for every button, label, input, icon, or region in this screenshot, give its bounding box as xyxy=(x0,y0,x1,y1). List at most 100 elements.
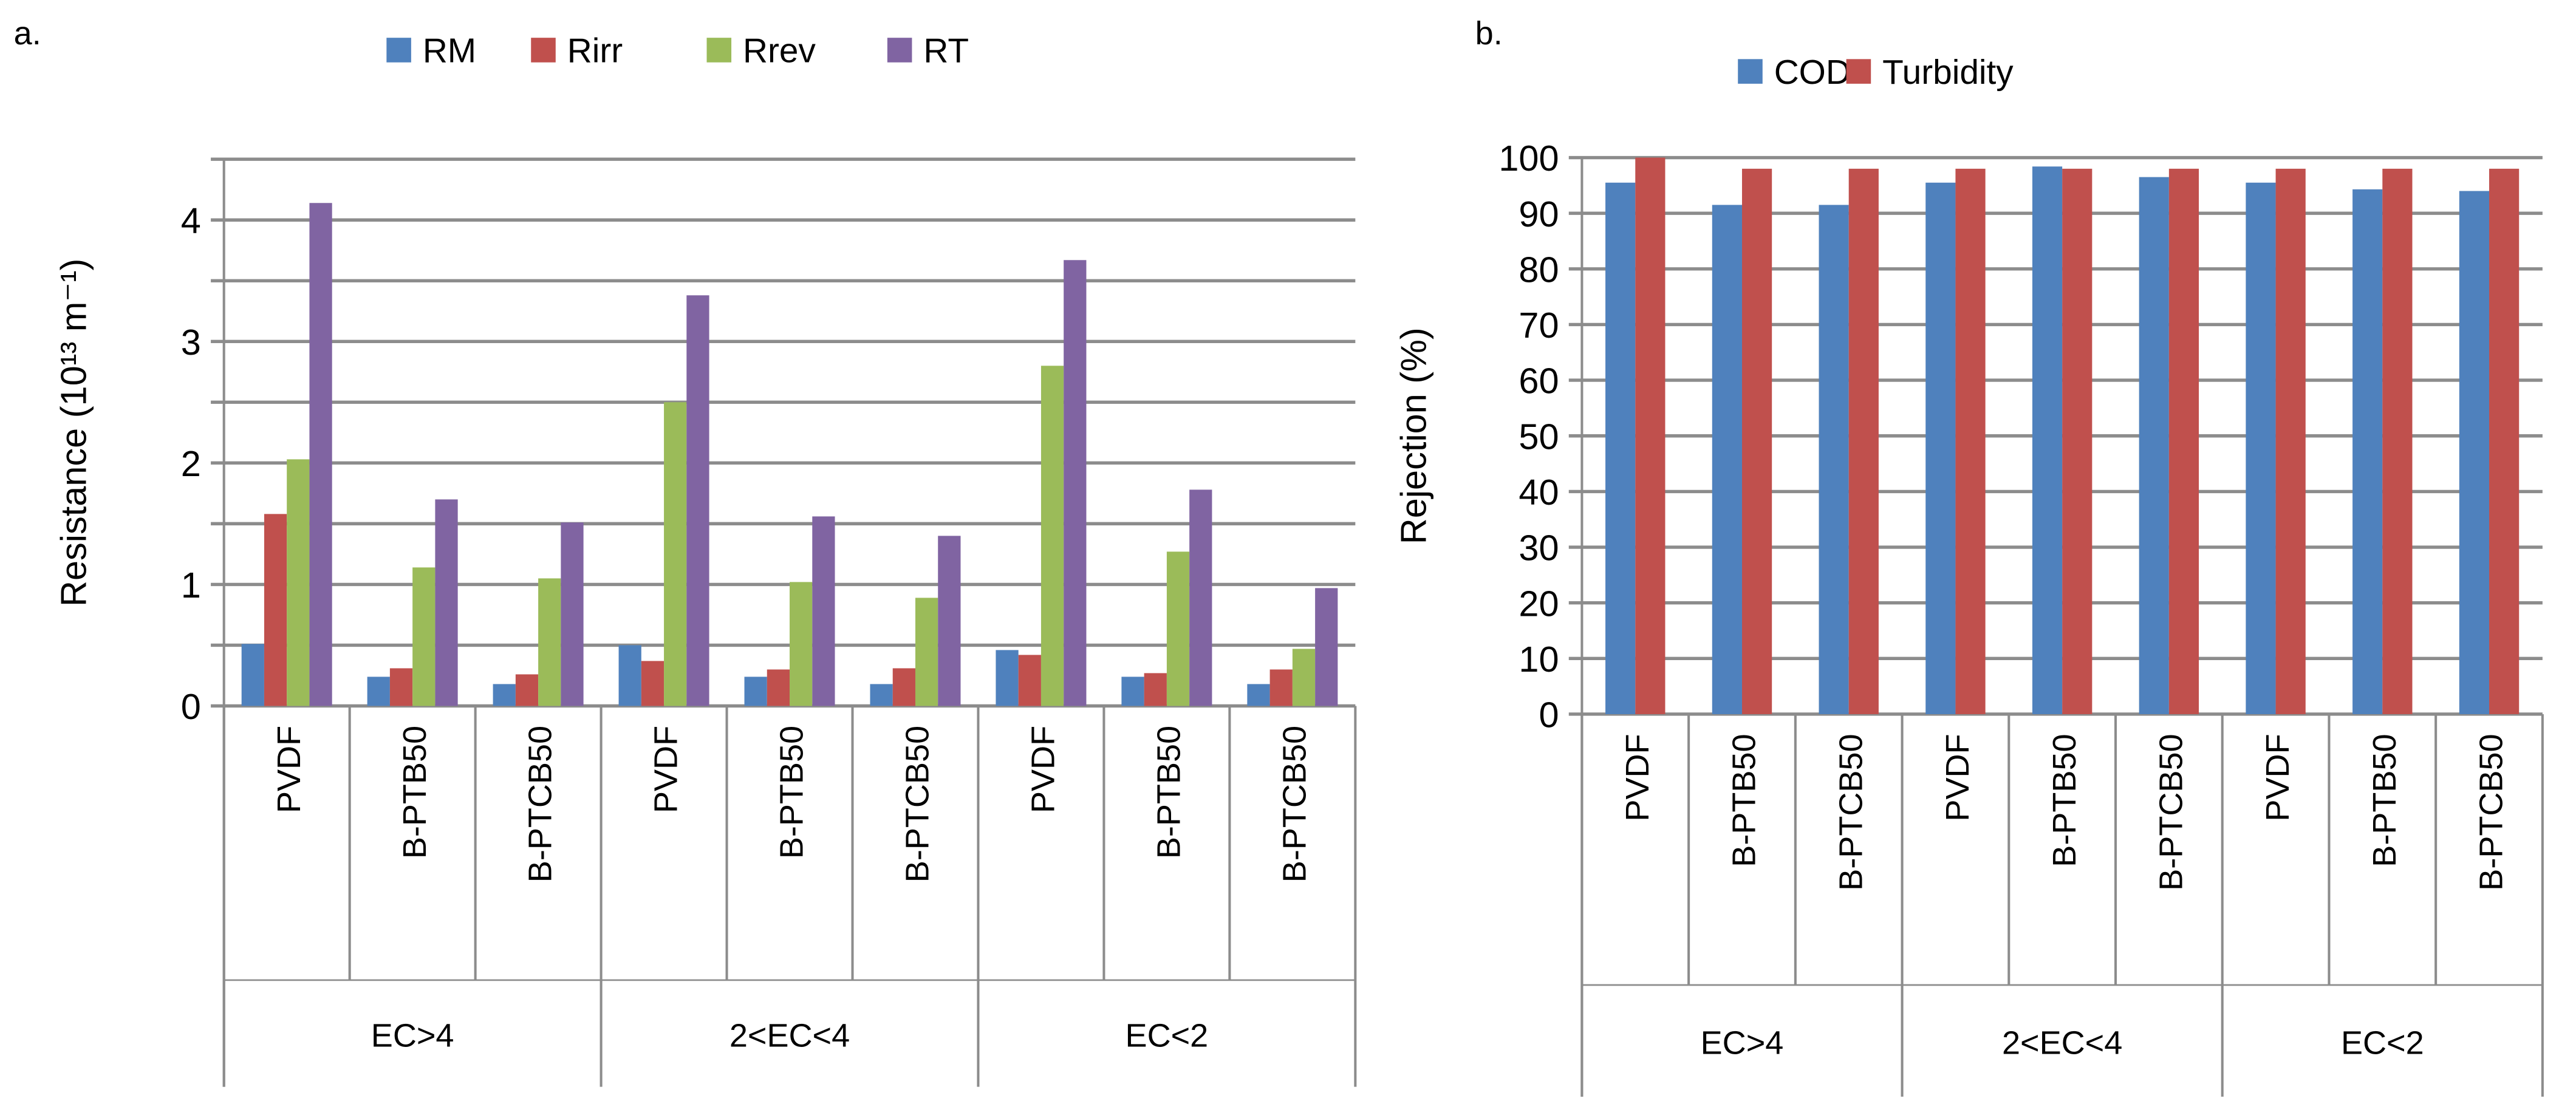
y-tick-label: 0 xyxy=(1539,695,1559,735)
category-label: B-PTB50 xyxy=(1726,734,1763,867)
group-label: EC<2 xyxy=(2341,1025,2424,1062)
legend-label-turbidity: Turbidity xyxy=(1882,53,2014,92)
category-label: PVDF xyxy=(1619,734,1656,821)
bar-rrev-1 xyxy=(412,567,436,706)
y-tick-label: 90 xyxy=(1519,194,1559,234)
bar-rm-2 xyxy=(493,684,516,706)
bar-cod-7 xyxy=(2352,189,2383,714)
legend-swatch-cod xyxy=(1738,59,1763,84)
legend-swatch-rt xyxy=(887,38,912,63)
category-label: B-PTB50 xyxy=(774,726,810,859)
y-tick-label: 10 xyxy=(1519,639,1559,680)
category-label: B-PTCB50 xyxy=(2473,734,2510,890)
category-label: B-PTB50 xyxy=(397,726,433,859)
category-label: B-PTCB50 xyxy=(1276,726,1313,882)
bar-rt-5 xyxy=(938,536,961,706)
group-label: EC>4 xyxy=(1701,1025,1784,1062)
bar-rm-7 xyxy=(1121,677,1144,706)
y-tick-label: 4 xyxy=(181,200,201,241)
category-label: B-PTB50 xyxy=(2046,734,2083,867)
group-label: EC<2 xyxy=(1126,1017,1209,1054)
bar-turbidity-0 xyxy=(1635,157,1666,714)
legend-label-rt: RT xyxy=(923,32,969,70)
y-axis-title: Resistance (10¹³ m⁻¹) xyxy=(53,259,94,607)
bar-turbidity-6 xyxy=(2275,168,2306,714)
bar-cod-2 xyxy=(1819,205,1849,714)
legend-swatch-rrev xyxy=(706,38,732,63)
category-label: PVDF xyxy=(648,726,685,813)
bar-rt-1 xyxy=(435,499,458,706)
bar-rm-4 xyxy=(744,677,767,706)
y-tick-label: 0 xyxy=(181,686,201,727)
bar-turbidity-5 xyxy=(2168,168,2199,714)
bar-rm-1 xyxy=(367,677,390,706)
group-label: 2<EC<4 xyxy=(2002,1025,2122,1062)
y-tick-label: 70 xyxy=(1519,305,1559,346)
resistance-chart: 0 1 2 3 4 Resistance (10¹³ m⁻¹) PVDF B-PTB50 B-P… xyxy=(53,32,1357,1087)
bar-turbidity-1 xyxy=(1741,168,1772,714)
bar-rt-2 xyxy=(561,522,584,706)
legend-swatch-rirr xyxy=(531,38,556,63)
category-label: PVDF xyxy=(2260,734,2296,821)
category-label: B-PTCB50 xyxy=(1833,734,1869,890)
bar-rt-4 xyxy=(812,516,835,706)
bar-rirr-1 xyxy=(389,668,413,706)
rejection-chart: 0 10 20 30 40 50 60 70 80 90 100 Rejection (%) PVDF B… xyxy=(1393,53,2544,1097)
bar-rrev-5 xyxy=(915,598,938,706)
bar-rt-6 xyxy=(1064,260,1087,706)
y-tick-label: 30 xyxy=(1519,528,1559,568)
category-label: PVDF xyxy=(1025,726,1062,813)
bar-cod-4 xyxy=(2032,166,2063,714)
bar-rt-7 xyxy=(1189,489,1212,706)
y-tick-label: 60 xyxy=(1519,361,1559,401)
bar-rm-5 xyxy=(870,684,893,706)
bar-rirr-8 xyxy=(1269,669,1293,706)
panel-a-label: a. xyxy=(14,15,41,52)
category-label: B-PTCB50 xyxy=(522,726,559,882)
bar-rt-0 xyxy=(309,203,332,706)
bar-turbidity-2 xyxy=(1848,168,1879,714)
bar-rrev-0 xyxy=(287,459,310,706)
bar-rm-8 xyxy=(1247,684,1270,706)
bar-cod-3 xyxy=(1925,182,1956,714)
y-tick-label: 2 xyxy=(181,443,201,484)
y-axis-title: Rejection (%) xyxy=(1393,327,1434,544)
legend-label-rm: RM xyxy=(423,32,476,70)
bar-rrev-7 xyxy=(1166,551,1190,706)
bar-rrev-4 xyxy=(790,582,813,706)
bar-rirr-0 xyxy=(264,514,287,706)
group-label: 2<EC<4 xyxy=(729,1017,850,1054)
bar-rirr-7 xyxy=(1144,673,1167,706)
y-tick-label: 100 xyxy=(1498,138,1559,179)
bar-cod-0 xyxy=(1605,182,1636,714)
y-tick-label: 1 xyxy=(181,565,201,605)
bar-rirr-4 xyxy=(767,669,790,706)
category-label: B-PTCB50 xyxy=(2153,734,2189,890)
bar-rm-6 xyxy=(996,650,1019,706)
legend-swatch-rm xyxy=(386,38,411,63)
bar-rirr-5 xyxy=(892,668,915,706)
category-label: B-PTB50 xyxy=(2366,734,2403,867)
legend-label-cod: COD xyxy=(1774,53,1851,92)
bar-turbidity-8 xyxy=(2489,168,2520,714)
y-tick-label: 3 xyxy=(181,322,201,363)
bar-rm-0 xyxy=(241,644,264,706)
panel-b-label: b. xyxy=(1475,15,1503,52)
category-label: PVDF xyxy=(271,726,307,813)
bar-rm-3 xyxy=(618,645,641,706)
bar-cod-1 xyxy=(1712,205,1742,714)
bar-turbidity-7 xyxy=(2382,168,2413,714)
bar-rirr-2 xyxy=(515,674,539,706)
category-label: B-PTB50 xyxy=(1151,726,1187,859)
category-label: PVDF xyxy=(1939,734,1976,821)
bar-turbidity-4 xyxy=(2062,168,2093,714)
bar-rt-3 xyxy=(686,295,709,706)
legend-swatch-turbidity xyxy=(1846,59,1871,84)
bar-rirr-6 xyxy=(1018,655,1041,706)
legend-label-rirr: Rirr xyxy=(567,32,623,70)
bar-cod-5 xyxy=(2139,177,2169,714)
legend-label-rrev: Rrev xyxy=(743,32,816,70)
y-tick-label: 20 xyxy=(1519,583,1559,624)
bar-rirr-3 xyxy=(641,661,664,706)
